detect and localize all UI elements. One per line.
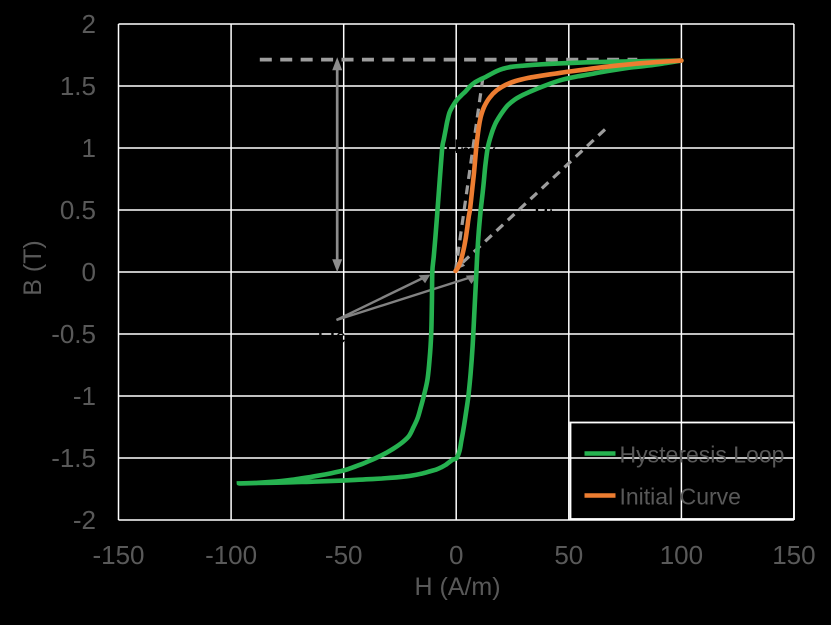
svg-text:H (A/m): H (A/m) <box>414 573 500 601</box>
svg-text:0: 0 <box>82 257 96 287</box>
svg-text:-100: -100 <box>205 540 257 570</box>
svg-text:1.5: 1.5 <box>60 71 96 101</box>
svg-text:0: 0 <box>449 540 463 570</box>
svg-text:-50: -50 <box>325 540 363 570</box>
svg-text:50: 50 <box>554 540 583 570</box>
svg-text:150: 150 <box>772 540 815 570</box>
svg-text:μi: μi <box>534 191 553 225</box>
svg-text:2: 2 <box>82 9 96 39</box>
svg-text:-150: -150 <box>92 540 144 570</box>
svg-text:100: 100 <box>660 540 703 570</box>
svg-text:B (T): B (T) <box>19 240 47 296</box>
svg-text:Initial Curve: Initial Curve <box>620 484 741 510</box>
svg-text:-1: -1 <box>73 381 96 411</box>
svg-text:Hysteresis Loop: Hysteresis Loop <box>620 442 785 468</box>
svg-text:-1.5: -1.5 <box>51 443 96 473</box>
svg-text:-0.5: -0.5 <box>51 319 96 349</box>
svg-text:0.5: 0.5 <box>60 195 96 225</box>
svg-text:-2: -2 <box>73 505 96 535</box>
svg-text:1: 1 <box>82 133 96 163</box>
